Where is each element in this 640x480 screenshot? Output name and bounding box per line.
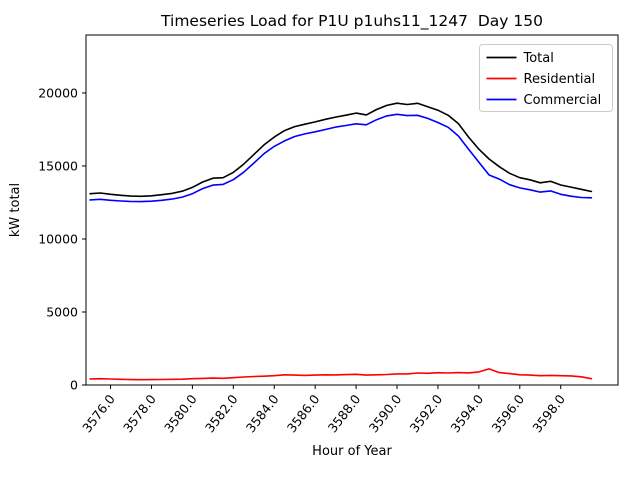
x-axis-tick-label: 3598.0 (529, 392, 568, 436)
x-axis-tick-label: 3576.0 (79, 392, 118, 436)
x-axis-tick-label: 3584.0 (243, 392, 282, 436)
y-axis-tick-label: 0 (70, 378, 78, 393)
x-axis-tick-label: 3596.0 (488, 392, 527, 436)
legend-label-total: Total (523, 51, 554, 66)
x-axis-tick-label: 3588.0 (325, 392, 364, 436)
x-axis-tick-label: 3582.0 (202, 392, 241, 436)
y-axis-tick-label: 10000 (38, 231, 78, 246)
legend-label-commercial: Commercial (524, 93, 602, 108)
legend-label-residential: Residential (524, 72, 596, 87)
legend: Total Residential Commercial (479, 44, 613, 112)
y-axis-tick-label: 15000 (38, 158, 78, 173)
series-line-residential (89, 368, 593, 381)
chart-title: Timeseries Load for P1U p1uhs11_1247 Day… (160, 12, 543, 31)
axis-ticks: 3576.0 3578.0 3580.0 3582.0 3584.0 3586.0 3588… (38, 85, 568, 435)
series-line-commercial (89, 113, 593, 203)
x-axis-tick-label: 3586.0 (284, 392, 323, 436)
y-axis-tick-label: 20000 (38, 85, 78, 100)
y-axis-tick-label: 5000 (46, 304, 78, 319)
series-line-total (89, 102, 593, 198)
x-axis-tick-label: 3578.0 (120, 392, 159, 436)
x-axis-tick-label: 3580.0 (161, 392, 200, 436)
x-axis-tick-label: 3592.0 (407, 392, 446, 436)
y-axis-label: kW total (8, 183, 23, 237)
x-axis-label: Hour of Year (312, 444, 392, 459)
x-axis-tick-label: 3590.0 (366, 392, 405, 436)
x-axis-tick-label: 3594.0 (447, 392, 486, 436)
data-series (89, 102, 593, 381)
plot-frame (85, 34, 619, 386)
legend-box (479, 44, 613, 112)
